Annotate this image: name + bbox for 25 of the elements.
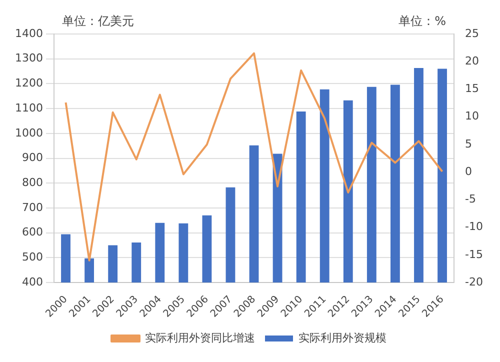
y-tick-label: 400 (22, 275, 43, 288)
y2-tick-label: -20 (465, 275, 483, 288)
y2-tick-label: 5 (465, 137, 472, 150)
y-tick-label: 600 (22, 226, 43, 239)
y-tick-label: 1000 (14, 126, 43, 140)
y-tick-label: 700 (22, 200, 43, 214)
y2-tick-label: -10 (465, 220, 483, 234)
y-tick-label: 1200 (14, 76, 43, 90)
y-tick-label: 500 (22, 250, 43, 264)
y2-tick-label: 10 (465, 110, 480, 123)
y-axis-title: 单位：亿美元 (62, 14, 134, 28)
y-tick-label: 1400 (14, 26, 43, 40)
legend-label: 实际利用外资同比增速 (145, 331, 255, 344)
y2-tick-label: 0 (465, 164, 472, 178)
y2-tick-label: -5 (465, 192, 476, 206)
y2-axis-title: 单位：% (398, 14, 446, 28)
y2-tick-label: 25 (465, 26, 480, 40)
y-tick-label: 900 (22, 151, 43, 164)
y-tick-label: 800 (22, 176, 43, 189)
y2-tick-label: 15 (465, 82, 480, 96)
y2-tick-label: -15 (465, 248, 483, 261)
y-tick-label: 1300 (14, 52, 43, 65)
y2-tick-label: 20 (465, 54, 480, 68)
legend-label: 实际利用外资规模 (298, 331, 386, 344)
y-tick-label: 1100 (14, 101, 43, 114)
